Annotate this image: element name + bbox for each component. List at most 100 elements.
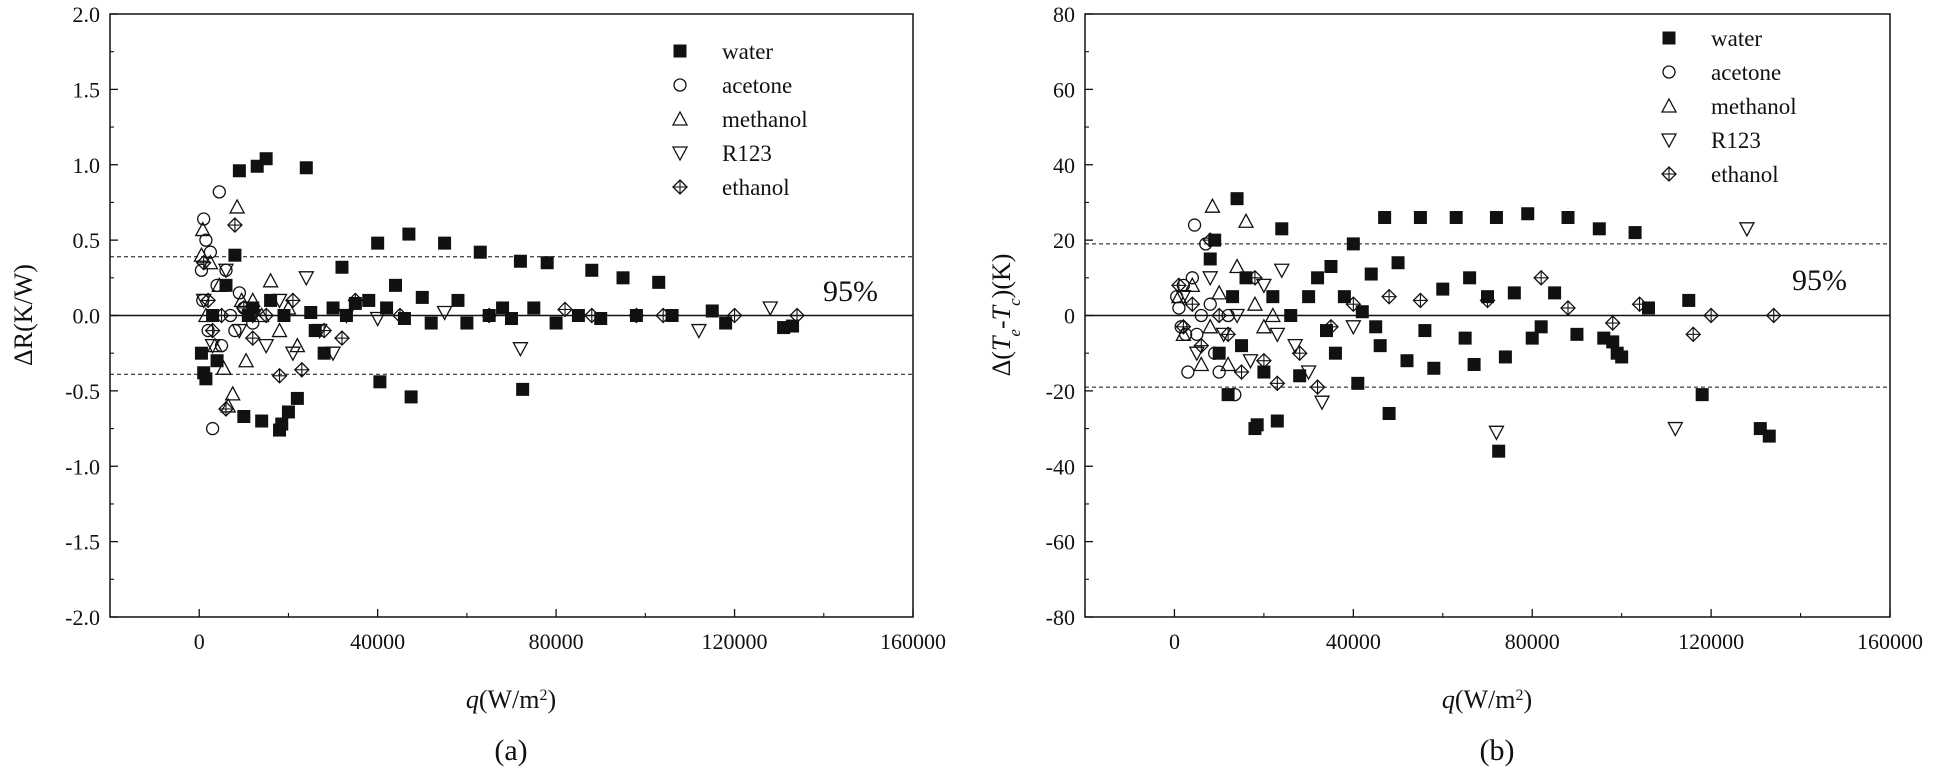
panel-b-point-ethanol — [1381, 288, 1398, 305]
panel-a-point-water — [259, 152, 273, 166]
panel-b-point-water — [1293, 369, 1307, 383]
panel-b-point-r123 — [1313, 395, 1331, 411]
panel-b-point-water — [1489, 211, 1503, 225]
panel-b-y-axis-sub-e: e — [1005, 329, 1024, 337]
panel-b-point-r123 — [1269, 327, 1286, 343]
panel-b-point-ethanol — [1604, 315, 1621, 331]
panel-b-legend-marker-r123 — [1660, 133, 1678, 149]
panel-a-x-tick-label: 40000 — [350, 629, 405, 654]
panel-b-point-ethanol — [1479, 292, 1496, 309]
panel-a-legend-marker-water — [673, 44, 687, 58]
panel-b-point-water — [1628, 226, 1642, 240]
panel-a-legend-marker-acetone — [673, 78, 687, 92]
panel-b-point-water — [1337, 290, 1351, 304]
panel-a-point-water — [516, 382, 530, 396]
panel-a-point-r123 — [271, 293, 288, 309]
panel-b-point-r123 — [1488, 425, 1505, 441]
panel-b-point-r123 — [1287, 338, 1304, 355]
panel-b-point-water — [1570, 327, 1584, 341]
panel-a-point-water — [549, 316, 563, 330]
panel-b-point-methanol — [1220, 356, 1237, 372]
panel-b-point-water — [1284, 309, 1298, 322]
panel-a-point-water — [616, 271, 630, 285]
panel-b-point-methanol — [1202, 318, 1219, 334]
panel-b-point-acetone — [1194, 308, 1208, 323]
panel-a-point-water — [290, 391, 304, 405]
panel-b-point-water — [1328, 346, 1342, 360]
panel-a-point-water — [496, 301, 510, 315]
panel-b-point-ethanol — [1211, 307, 1228, 324]
panel-a-point-r123 — [338, 308, 355, 324]
panel-a-x-tick-label: 80000 — [529, 629, 584, 654]
panel-b-series-r123 — [1175, 222, 1755, 441]
panel-a-point-ethanol — [293, 361, 310, 378]
panel-a-point-water — [371, 236, 385, 250]
panel-b-point-water — [1355, 305, 1369, 319]
panel-a-point-water — [380, 301, 394, 315]
panel-a-point-methanol — [229, 198, 246, 214]
panel-b-x-tick-label: 40000 — [1326, 629, 1381, 654]
panel-b-point-acetone — [1228, 387, 1242, 402]
panel-a-point-water — [335, 260, 349, 274]
panel-a-x-axis-var: q — [466, 685, 479, 714]
panel-a-legend-label-r123: R123 — [722, 141, 772, 166]
panel-b-point-water — [1606, 335, 1620, 349]
panel-b-point-acetone — [1212, 365, 1226, 379]
panel-a-point-acetone — [246, 316, 260, 330]
panel-b-y-tick-label: 80 — [1053, 2, 1075, 27]
panel-b-series-water — [1203, 192, 1776, 458]
panel-a-point-water — [460, 316, 474, 330]
panel-a-point-methanol — [215, 359, 232, 375]
panel-a-point-r123 — [284, 346, 301, 362]
panel-b-point-methanol — [1193, 356, 1210, 372]
panel-b-point-r123 — [1667, 421, 1684, 437]
panel-a-point-methanol — [194, 221, 211, 237]
panel-a-point-water — [540, 256, 554, 270]
panel-a-point-methanol — [206, 337, 223, 353]
panel-b-y-tick-label: -80 — [1046, 605, 1075, 630]
panel-b-point-acetone — [1185, 271, 1199, 285]
panel-b-point-ethanol — [1703, 307, 1720, 324]
panel-b-point-acetone — [1203, 297, 1217, 311]
panel-a-point-water — [228, 248, 242, 262]
panel-a-point-water — [571, 309, 585, 322]
panel-a-point-methanol — [271, 322, 288, 338]
panel-a-point-ethanol — [726, 307, 743, 324]
panel-b-point-ethanol — [1345, 296, 1362, 313]
panel-b-legend-marker-ethanol — [1661, 166, 1677, 182]
panel-b-point-water — [1226, 290, 1240, 304]
panel-b-y-tick-label: 0 — [1064, 304, 1075, 329]
panel-a-point-acetone — [212, 185, 226, 199]
panel-a-point-methanol — [211, 276, 228, 293]
panel-b-point-acetone — [1208, 346, 1222, 360]
panel-b-point-ethanol — [1220, 326, 1237, 343]
panel-b-x-axis-unit: (W/m — [1455, 685, 1516, 714]
panel-b-point-r123 — [1188, 346, 1205, 362]
panel-a-point-ethanol — [628, 307, 645, 324]
panel-b-x-tick-label: 80000 — [1505, 629, 1560, 654]
panel-b-point-water — [1378, 211, 1392, 225]
panel-a-point-water — [389, 278, 403, 292]
panel-b-point-ethanol — [1233, 364, 1250, 380]
panel-b-point-water — [1525, 331, 1539, 345]
panel-b-point-methanol — [1204, 197, 1221, 213]
panel-b-point-ethanol — [1685, 326, 1702, 343]
panel-b-point-water — [1682, 293, 1696, 307]
panel-a-point-water — [513, 254, 527, 268]
panel-b-y-tick-label: 20 — [1053, 228, 1075, 253]
panel-a-x-tick-label: 160000 — [880, 629, 946, 654]
panel-b-y-axis-dash: - — [987, 320, 1016, 329]
panel-a-legend-marker-methanol — [671, 110, 689, 126]
panel-b-point-methanol — [1170, 288, 1188, 304]
panel-a-point-methanol — [197, 307, 215, 323]
panel-b-legend: water acetone methanol R123 ethanol — [1660, 26, 1797, 187]
panel-b-legend-label-ethanol: ethanol — [1711, 162, 1779, 187]
panel-b-point-water — [1266, 290, 1280, 304]
panel-b-point-water — [1235, 339, 1249, 353]
panel-a-point-r123 — [436, 305, 453, 321]
panel-a-point-acetone — [205, 421, 220, 436]
panel-a-point-methanol — [237, 352, 255, 368]
panel-a-point-ethanol — [316, 322, 333, 339]
panel-a-legend-label-water: water — [722, 39, 773, 64]
